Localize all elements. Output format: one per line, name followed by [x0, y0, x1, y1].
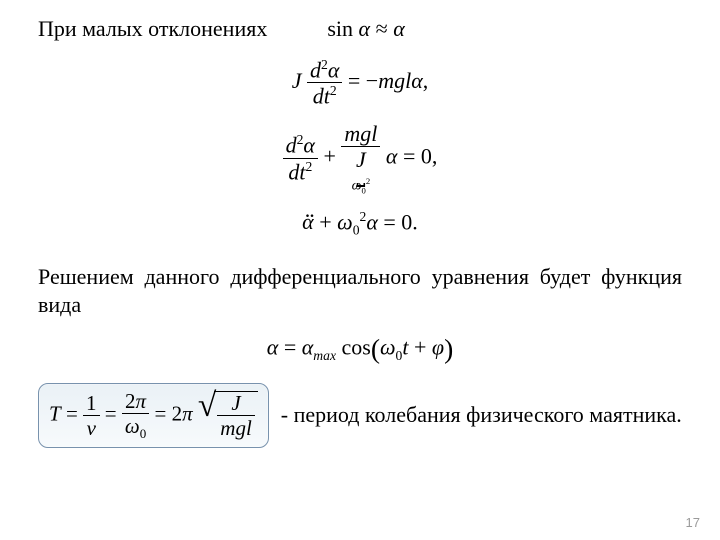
- intro-text: При малых отклонениях: [38, 16, 267, 42]
- period-formula-box: T = 1 ν = 2π ω0 = 2π √ J mgl: [38, 383, 269, 448]
- period-sentence: - период колебания физического маятника.: [269, 401, 682, 429]
- solution-equation: α = αmax cos(ω0t + φ): [267, 333, 454, 365]
- equation-1: J d2α dt2 = −mglα,: [292, 58, 429, 108]
- page-number: 17: [686, 515, 700, 530]
- equation-3: α + ω02α = 0.: [302, 209, 418, 239]
- solution-sentence: Решением данного дифференциального уравн…: [38, 263, 682, 319]
- small-angle-approx: sin α ≈ α: [327, 16, 404, 42]
- equation-2: d2α dt2 + mgl J ⎵ ω02 α = 0,: [283, 122, 438, 195]
